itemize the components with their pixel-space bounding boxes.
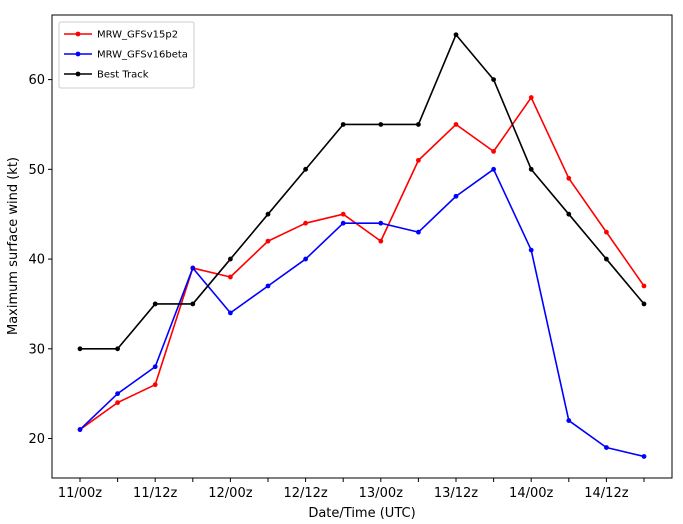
- data-point: [416, 229, 421, 235]
- legend-marker: [75, 51, 81, 57]
- data-point: [190, 265, 196, 271]
- data-point: [115, 346, 120, 352]
- data-point: [303, 256, 308, 262]
- data-point: [378, 220, 384, 226]
- data-point: [152, 301, 158, 307]
- data-point: [566, 175, 572, 181]
- y-axis: 20 30 40 50 60: [28, 73, 52, 447]
- data-point: [378, 238, 384, 244]
- data-point: [641, 454, 647, 459]
- legend-box: [58, 21, 195, 89]
- data-point: [528, 247, 534, 253]
- x-tick-label: 13/12z: [434, 486, 478, 501]
- data-point: [265, 211, 271, 217]
- data-point: [416, 157, 421, 163]
- y-axis-label: Maximum surface wind (kt): [6, 157, 21, 335]
- legend-label: Best Track: [97, 70, 149, 81]
- data-point: [115, 400, 120, 406]
- data-point: [604, 445, 609, 450]
- data-point: [604, 229, 609, 235]
- legend-label: MRW_GFSv16beta: [97, 50, 188, 61]
- x-tick-label: 14/00z: [509, 486, 553, 501]
- data-point: [265, 283, 271, 289]
- y-tick-label: 50: [28, 163, 45, 178]
- x-tick-label: 12/00z: [208, 486, 252, 501]
- y-tick-label: 20: [28, 432, 45, 447]
- data-point: [453, 32, 459, 38]
- x-axis: 11/00z 11/12z 12/00z 12/12z 13/00z 13/12z 14/0…: [58, 478, 645, 501]
- data-point: [604, 256, 609, 262]
- legend-label: MRW_GFSv15p2: [97, 30, 178, 41]
- data-point: [340, 211, 346, 217]
- data-point: [528, 95, 534, 100]
- x-tick-label: 13/00z: [359, 486, 403, 501]
- y-tick-label: 60: [28, 73, 45, 88]
- x-tick-label: 12/12z: [283, 486, 327, 501]
- data-point: [566, 211, 572, 217]
- y-tick-label: 40: [28, 253, 45, 268]
- data-point: [228, 256, 233, 262]
- data-point: [77, 427, 83, 432]
- data-point: [340, 122, 346, 127]
- x-tick-label: 14/12z: [584, 486, 628, 501]
- data-point: [641, 301, 647, 307]
- series-line-2: [80, 33, 645, 350]
- legend-marker: [75, 71, 81, 77]
- series-line-1: [79, 168, 645, 458]
- x-tick-label: 11/12z: [133, 486, 177, 501]
- x-tick-label: 11/00z: [58, 486, 102, 501]
- data-point: [378, 122, 384, 127]
- data-point: [340, 220, 346, 226]
- data-point: [152, 364, 158, 370]
- data-point: [115, 391, 120, 397]
- data-point: [303, 166, 308, 172]
- data-point: [566, 418, 572, 423]
- plot-frame: [51, 14, 673, 479]
- data-point: [303, 220, 308, 226]
- x-axis-label: Date/Time (UTC): [308, 506, 415, 521]
- data-point: [190, 301, 196, 307]
- data-point: [491, 148, 496, 154]
- data-point: [152, 382, 158, 388]
- data-point: [453, 193, 459, 199]
- data-point: [228, 274, 233, 280]
- data-point: [491, 77, 496, 83]
- legend: MRW_GFSv15p2 MRW_GFSv16beta Best Track: [58, 21, 195, 89]
- data-point: [228, 310, 233, 316]
- y-tick-label: 30: [28, 342, 45, 357]
- data-point: [528, 166, 534, 172]
- series-layer: [77, 32, 647, 459]
- legend-marker: [75, 31, 81, 37]
- data-point: [453, 122, 459, 127]
- series-line-0: [79, 96, 645, 431]
- data-point: [265, 238, 271, 244]
- data-point: [491, 166, 496, 172]
- data-point: [77, 346, 83, 352]
- data-point: [641, 283, 647, 289]
- data-point: [416, 122, 421, 127]
